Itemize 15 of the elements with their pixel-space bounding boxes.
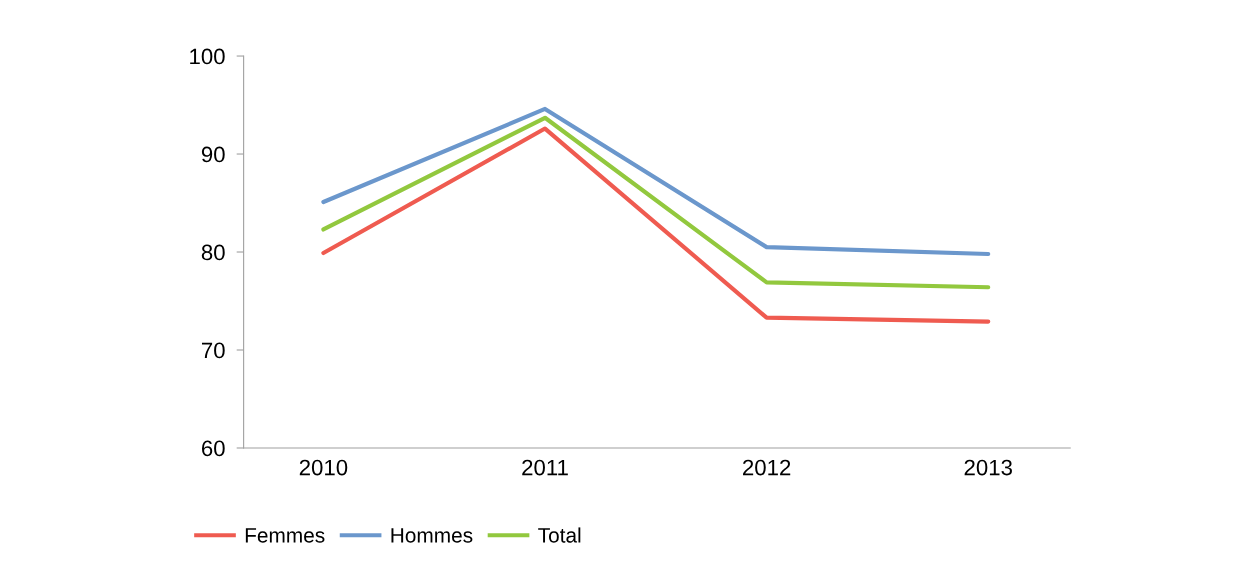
line-series [321,115,991,290]
x-tick-label: 2013 [964,459,1012,476]
legend-label: Femmes [245,528,325,543]
y-tick-label: 60 [201,440,225,457]
y-tick-label: 80 [201,244,225,261]
x-tick-label: 2011 [522,459,568,476]
y-tick-label: 70 [202,342,225,359]
line-series [321,126,991,324]
legend-label: Hommes [391,528,473,543]
x-tick-label: 2010 [299,459,348,476]
legend-label: Total [538,527,581,543]
line-series [321,106,991,257]
y-tick-label: 90 [201,146,225,163]
y-tick-label: 100 [190,48,225,65]
x-tick-label: 2012 [743,459,791,476]
